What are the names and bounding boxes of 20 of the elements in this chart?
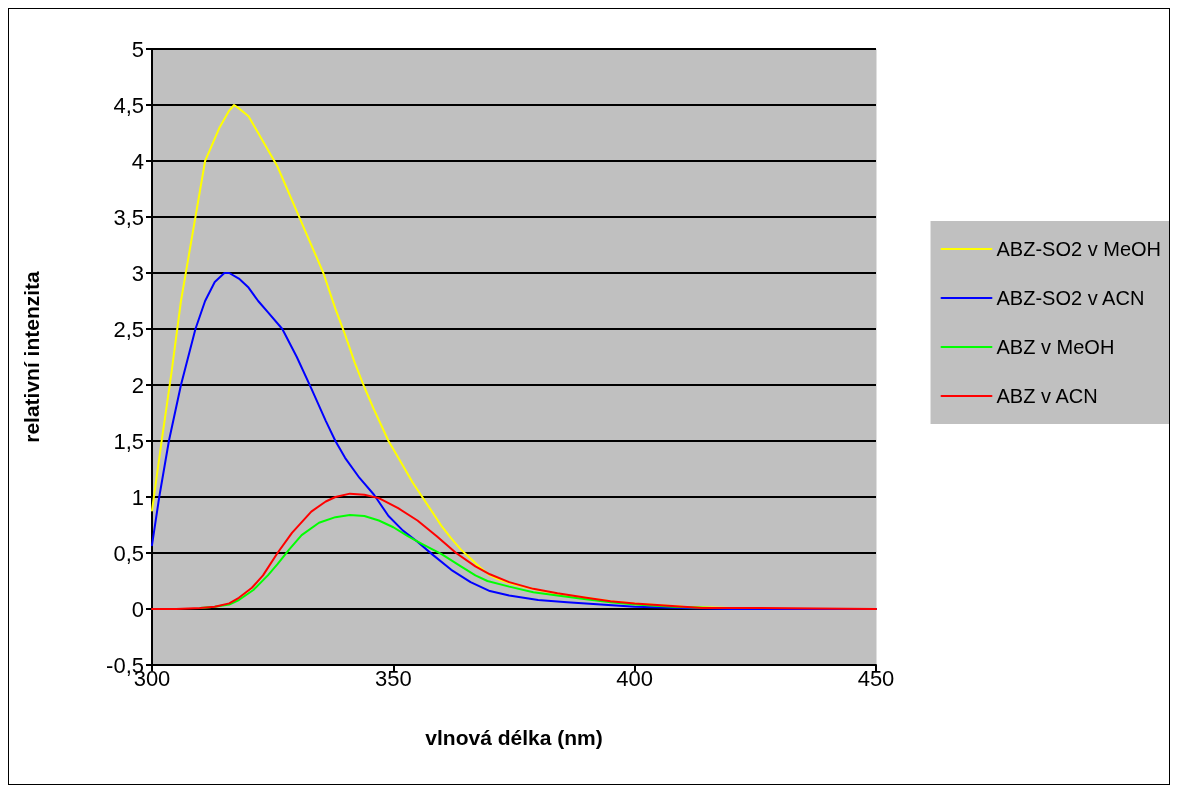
x-tick-label: 400 xyxy=(616,665,654,691)
x-tick-label: 350 xyxy=(374,665,412,691)
legend-label: ABZ-SO2 v MeOH xyxy=(996,238,1162,260)
y-tick-label: 1,5 xyxy=(113,428,144,454)
y-tick-label: 4,5 xyxy=(113,92,144,118)
y-tick-label: 0 xyxy=(131,596,144,622)
y-tick-label: 3 xyxy=(131,260,144,286)
y-tick-label: 5 xyxy=(131,36,144,62)
y-tick-label: 1 xyxy=(131,484,144,510)
y-tick-label: 4 xyxy=(131,148,144,174)
legend-label: ABZ v MeOH xyxy=(996,336,1115,358)
y-tick-label: 0,5 xyxy=(113,540,144,566)
x-tick-label: 450 xyxy=(857,665,895,691)
y-tick-label: 3,5 xyxy=(113,204,144,230)
x-axis-title: vlnová délka (nm) xyxy=(425,726,603,749)
y-axis-title: relativní intenzita xyxy=(20,270,43,443)
legend-label: ABZ-SO2 v ACN xyxy=(996,287,1145,309)
y-tick-label: 2 xyxy=(131,372,144,398)
legend-label: ABZ v ACN xyxy=(996,385,1098,407)
y-tick-label: 2,5 xyxy=(113,316,144,342)
